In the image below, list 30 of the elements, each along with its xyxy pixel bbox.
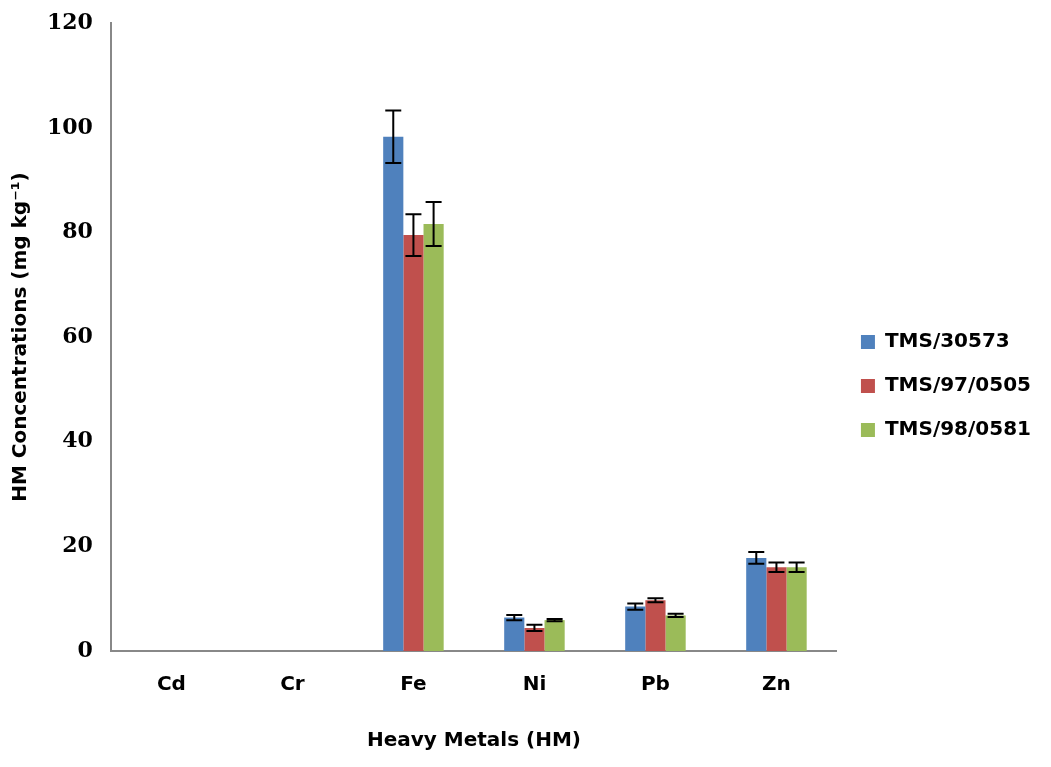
bar (625, 606, 646, 651)
y-tick-label: 20 (62, 531, 93, 558)
x-tick-label: Ni (522, 671, 547, 696)
y-tick-label: 0 (77, 635, 93, 662)
y-tick-label: 40 (62, 426, 93, 453)
bar (383, 136, 404, 651)
y-tick-label: 120 (46, 7, 93, 34)
bar (504, 617, 525, 651)
bar (544, 620, 565, 651)
x-tick-label: Cd (156, 671, 186, 696)
legend-label: TMS/98/0581 (884, 416, 1032, 441)
bar (746, 557, 767, 651)
x-tick-label: Zn (762, 671, 791, 696)
x-tick-label: Fe (400, 671, 427, 696)
legend-label: TMS/30573 (884, 328, 1010, 353)
y-tick-label: 60 (62, 321, 93, 348)
y-axis-title: HM Concentrations (mg kg⁻¹) (7, 172, 32, 502)
bar (665, 615, 686, 651)
y-tick-label: 80 (62, 217, 93, 244)
bar (524, 627, 545, 651)
legend-label: TMS/97/0505 (884, 372, 1032, 397)
x-tick-label: Pb (640, 671, 670, 696)
y-tick-label: 100 (46, 112, 93, 139)
x-tick-label: Cr (280, 671, 305, 696)
x-axis-title: Heavy Metals (HM) (366, 727, 581, 752)
bar (423, 224, 444, 651)
bar (766, 567, 787, 651)
bar (786, 567, 807, 651)
bar (403, 235, 424, 651)
bar (645, 600, 666, 651)
